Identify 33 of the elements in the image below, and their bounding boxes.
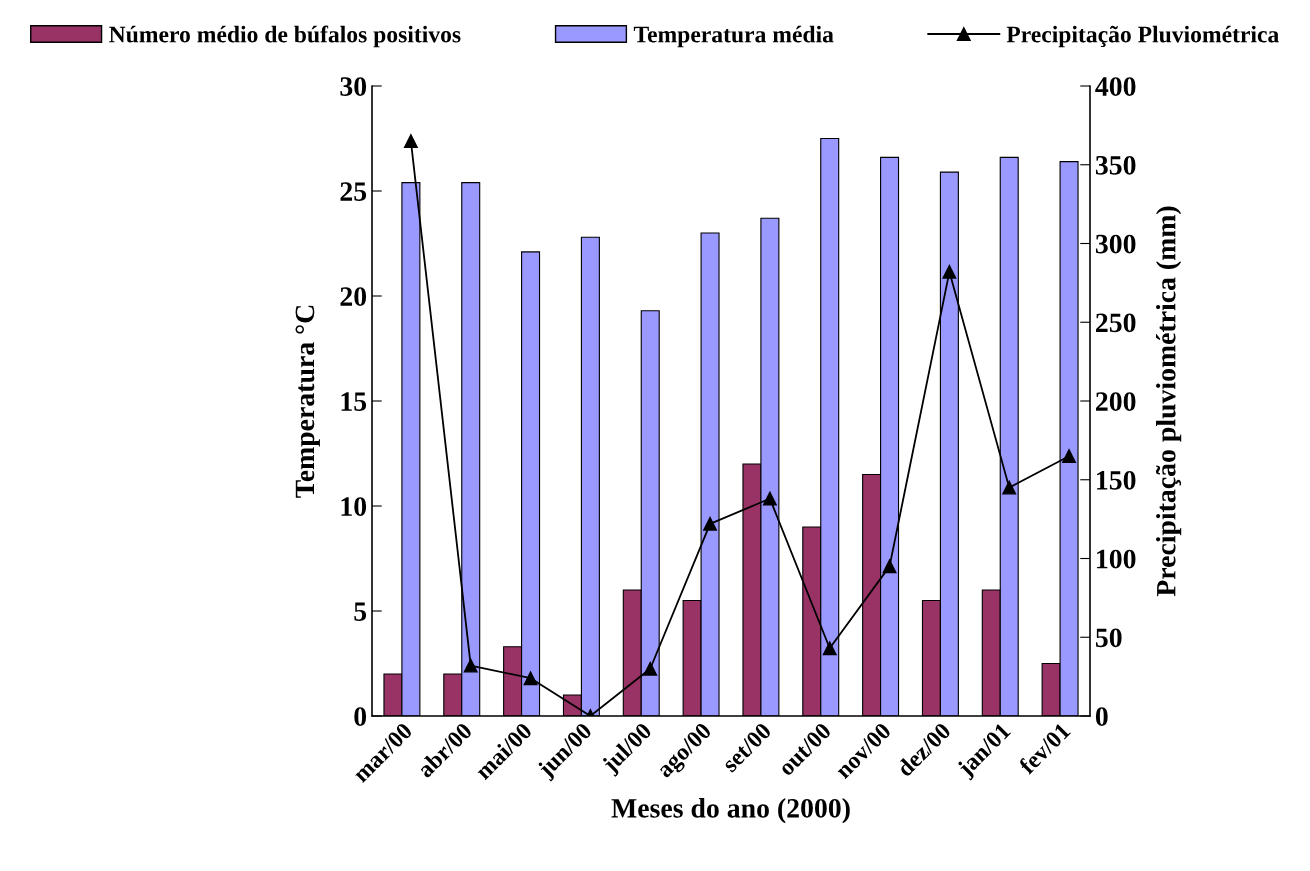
y-tick-label: 15 [341, 392, 367, 411]
y-tick-label: 10 [341, 497, 367, 516]
point [403, 134, 418, 149]
y-tick-label: 0 [354, 707, 367, 726]
point [822, 641, 837, 656]
y2-tick-label: 50 [1095, 628, 1122, 648]
legend-label: Temperatura média [633, 25, 834, 48]
point [523, 671, 538, 686]
y-tick-label: 20 [340, 287, 367, 306]
y2-tick-label: 100 [1097, 549, 1136, 569]
y-tick-label: 30 [340, 77, 367, 96]
y2-tick-label: 400 [1095, 77, 1136, 96]
point [942, 264, 957, 279]
y-tick-label: 25 [340, 182, 367, 201]
y2-tick-label: 250 [1096, 313, 1136, 333]
y2-tick-label: 200 [1096, 392, 1136, 411]
y2-tick-label: 300 [1095, 234, 1136, 254]
x-axis-title: Meses do ano (2000) [611, 798, 850, 824]
point [882, 559, 897, 574]
point [703, 516, 718, 531]
y-tick-label: 5 [354, 602, 367, 621]
point [1062, 449, 1077, 464]
legend-label: Número médio de búfalos positivos [109, 25, 461, 48]
y-axis-title: Temperatura °C [295, 305, 320, 498]
y2-tick-label: 350 [1095, 155, 1136, 175]
point [1002, 480, 1017, 495]
y2-tick-label: 0 [1095, 707, 1108, 726]
y2-axis-title: Precipitação pluviométrica (mm) [1155, 206, 1182, 597]
y2-tick-label: 150 [1097, 470, 1136, 490]
point [762, 491, 777, 506]
legend-label: Precipitação Pluviométrica [1006, 25, 1279, 48]
point [463, 658, 478, 673]
point [643, 661, 658, 676]
